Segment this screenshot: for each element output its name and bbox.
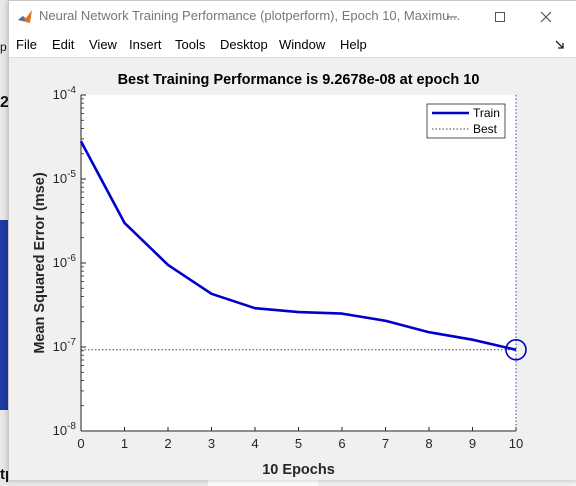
legend-train-label: Train [473,106,500,120]
menu-view[interactable]: View [89,37,117,52]
x-tick-label: 0 [77,436,84,451]
y-tick-label: 10-6 [53,253,77,270]
maximize-icon [494,11,506,23]
menu-desktop[interactable]: Desktop [220,37,268,52]
x-tick-label: 4 [251,436,258,451]
window-title: Neural Network Training Performance (plo… [39,8,460,23]
y-axis-label: Mean Squared Error (mse) [32,172,48,353]
x-tick-label: 3 [208,436,215,451]
dock-arrow-icon[interactable] [555,40,565,50]
background-text-fragment: p [0,40,7,54]
minimize-button[interactable] [429,1,475,32]
minimize-icon [446,11,458,23]
menu-window[interactable]: Window [279,37,325,52]
y-tick-label: 10-7 [53,337,77,354]
menu-bar: File Edit View Insert Tools Desktop Wind… [9,32,576,56]
y-tick-label: 10-5 [53,169,77,186]
title-bar[interactable]: Neural Network Training Performance (plo… [9,1,576,32]
chart-title: Best Training Performance is 9.2678e-08 … [118,72,480,88]
plotperform-window: Neural Network Training Performance (plo… [8,0,576,480]
x-tick-label: 8 [425,436,432,451]
menu-help[interactable]: Help [340,37,367,52]
axes-background [81,95,516,431]
maximize-button[interactable] [477,1,523,32]
figure-area: 0 1 2 3 4 5 6 7 8 9 10 10-8 10-7 10-6 10-5 10-4 Best Tra… [9,57,576,480]
x-tick-label: 10 [509,436,523,451]
menu-insert[interactable]: Insert [129,37,162,52]
performance-chart: 0 1 2 3 4 5 6 7 8 9 10 10-8 10-7 10-6 10-5 10-4 Best Tra… [9,58,576,480]
x-tick-label: 1 [121,436,128,451]
x-tick-label: 5 [295,436,302,451]
y-tick-label: 10-8 [53,421,77,438]
x-axis-label: 10 Epochs [262,462,335,478]
y-tick-label: 10-4 [53,85,77,102]
legend-best-label: Best [473,122,498,136]
menu-tools[interactable]: Tools [175,37,205,52]
matlab-icon [17,9,33,25]
close-button[interactable] [523,1,569,32]
x-tick-label: 2 [164,436,171,451]
x-tick-label: 9 [469,436,476,451]
menu-edit[interactable]: Edit [52,37,74,52]
x-tick-label: 7 [382,436,389,451]
menu-file[interactable]: File [16,37,37,52]
close-icon [540,11,552,23]
x-tick-label: 6 [338,436,345,451]
